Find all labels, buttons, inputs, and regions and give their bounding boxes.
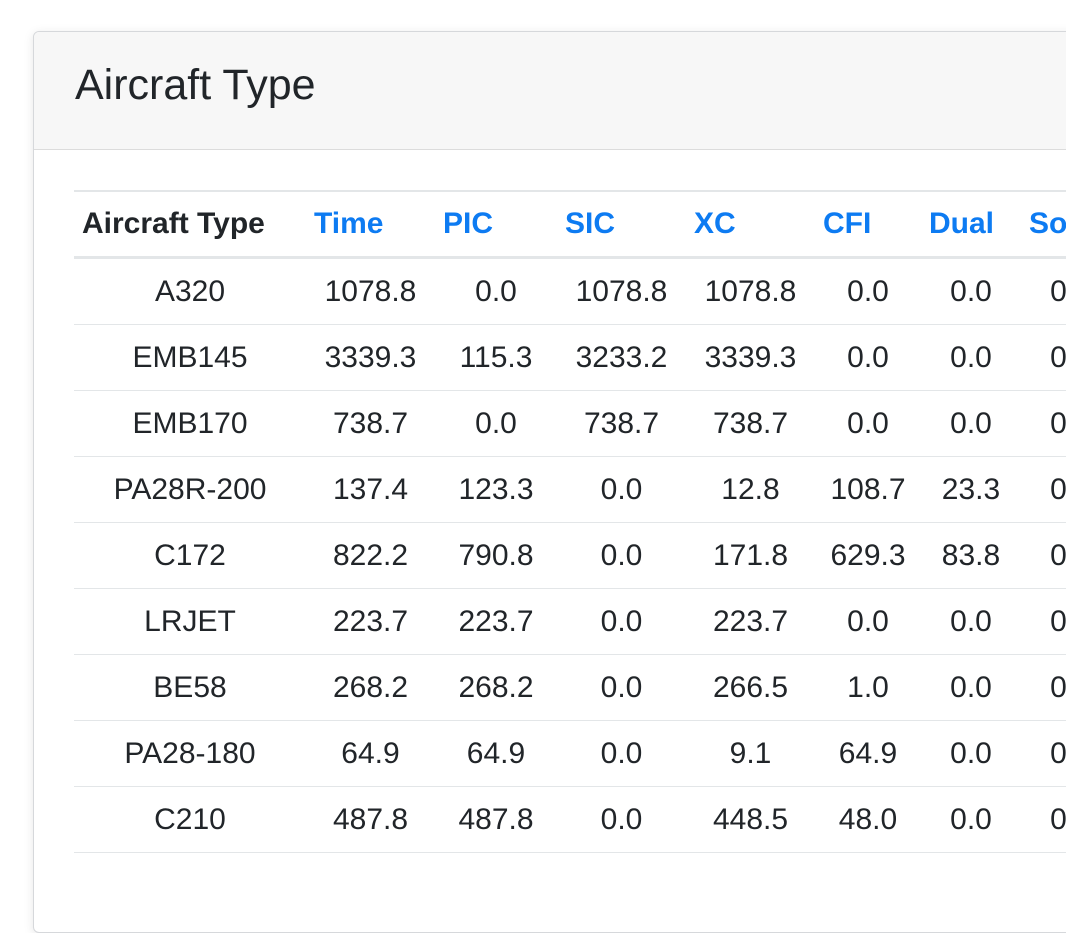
cell-pic: 223.7	[458, 604, 534, 638]
table-row: PA28R-200 137.4 123.3 0.0 12.8 108.7 23.3 0.0	[74, 457, 1066, 523]
cell-sic: 0.0	[600, 802, 643, 836]
cell-time: 223.7	[332, 604, 409, 638]
cell-sic: 1078.8	[575, 274, 668, 308]
cell-xc: 171.8	[712, 538, 789, 572]
cell-dual: 0.0	[950, 604, 992, 638]
table-row: C210 487.8 487.8 0.0 448.5 48.0 0.0 0.0	[74, 787, 1066, 853]
cell-aircraft-type: C210	[154, 802, 226, 836]
table-container: Aircraft Type Time PIC SIC XC CFI Dual S…	[74, 190, 1066, 853]
cell-dual: 0.0	[950, 274, 992, 308]
table-row: LRJET 223.7 223.7 0.0 223.7 0.0 0.0 0.0	[74, 589, 1066, 655]
cell-xc: 9.1	[729, 736, 772, 770]
cell-pic: 64.9	[466, 736, 526, 770]
cell-solo: 0.0	[1050, 406, 1066, 440]
cell-aircraft-type: PA28-180	[124, 736, 256, 770]
table-header: Aircraft Type Time PIC SIC XC CFI Dual S…	[74, 191, 1066, 258]
cell-xc: 1078.8	[704, 274, 797, 308]
column-header-pic[interactable]: PIC	[443, 207, 494, 240]
cell-solo: 0.0	[1050, 340, 1066, 374]
cell-dual: 23.3	[941, 472, 1001, 506]
cell-solo: 0.0	[1050, 736, 1066, 770]
cell-cfi: 1.0	[847, 670, 889, 704]
table-row: EMB170 738.7 0.0 738.7 738.7 0.0 0.0 0.0	[74, 391, 1066, 457]
panel-header: Aircraft Type	[34, 32, 1066, 150]
column-header-solo[interactable]: Solo	[1029, 207, 1066, 240]
cell-time: 1078.8	[324, 274, 417, 308]
cell-pic: 115.3	[459, 340, 533, 374]
cell-aircraft-type: PA28R-200	[113, 472, 267, 506]
cell-time: 137.4	[332, 472, 409, 506]
cell-sic: 0.0	[600, 538, 643, 572]
cell-xc: 3339.3	[704, 340, 797, 374]
column-header-aircraft-type: Aircraft Type	[82, 207, 265, 240]
table-row: PA28-180 64.9 64.9 0.0 9.1 64.9 0.0 0.0	[74, 721, 1066, 787]
cell-aircraft-type: BE58	[153, 670, 227, 704]
cell-pic: 268.2	[458, 670, 534, 704]
column-header-time[interactable]: Time	[314, 207, 384, 240]
cell-time: 487.8	[332, 802, 409, 836]
table-row: A320 1078.8 0.0 1078.8 1078.8 0.0 0.0 0.0	[74, 258, 1066, 325]
panel-title: Aircraft Type	[75, 61, 316, 109]
table-body: A3201078.80.01078.81078.80.00.00.0EMB145…	[74, 258, 1066, 853]
cell-solo: 0.0	[1050, 604, 1066, 638]
aircraft-type-panel: Aircraft Type Aircraft Type Time PIC SIC…	[33, 31, 1066, 933]
cell-time: 268.2	[332, 670, 409, 704]
cell-sic: 3233.2	[575, 340, 668, 374]
column-header-dual[interactable]: Dual	[929, 207, 995, 240]
header-row: Aircraft Type Time PIC SIC XC CFI Dual S…	[74, 191, 1066, 258]
cell-pic: 790.8	[458, 538, 534, 572]
cell-sic: 738.7	[583, 406, 660, 440]
cell-cfi: 629.3	[830, 538, 906, 572]
cell-time: 822.2	[332, 538, 409, 572]
cell-cfi: 108.7	[830, 472, 906, 506]
cell-aircraft-type: LRJET	[144, 604, 236, 638]
column-header-xc[interactable]: XC	[694, 207, 736, 240]
cell-pic: 487.8	[458, 802, 534, 836]
cell-dual: 0.0	[950, 670, 992, 704]
cell-sic: 0.0	[600, 736, 643, 770]
cell-sic: 0.0	[600, 670, 643, 704]
cell-cfi: 0.0	[847, 340, 889, 374]
cell-xc: 738.7	[712, 406, 789, 440]
cell-solo: 0.0	[1050, 274, 1066, 308]
cell-aircraft-type: C172	[154, 538, 226, 572]
cell-xc: 266.5	[712, 670, 789, 704]
cell-aircraft-type: A320	[154, 274, 226, 308]
cell-time: 64.9	[341, 736, 400, 770]
cell-cfi: 48.0	[838, 802, 898, 836]
cell-dual: 0.0	[950, 406, 992, 440]
cell-xc: 448.5	[712, 802, 789, 836]
cell-time: 3339.3	[324, 340, 417, 374]
cell-dual: 0.0	[950, 736, 992, 770]
cell-pic: 123.3	[458, 472, 534, 506]
aircraft-type-table: Aircraft Type Time PIC SIC XC CFI Dual S…	[74, 190, 1066, 853]
cell-xc: 223.7	[712, 604, 789, 638]
table-row: BE58 268.2 268.2 0.0 266.5 1.0 0.0 0.0	[74, 655, 1066, 721]
cell-time: 738.7	[332, 406, 409, 440]
table-row: EMB145 3339.3 115.3 3233.2 3339.3 0.0 0.0 0.0	[74, 325, 1066, 391]
cell-dual: 0.0	[950, 802, 992, 836]
cell-aircraft-type: EMB145	[132, 340, 248, 374]
cell-solo: 0.0	[1050, 802, 1066, 836]
column-header-cfi[interactable]: CFI	[823, 207, 872, 240]
column-header-sic[interactable]: SIC	[565, 207, 616, 240]
cell-solo: 0.0	[1050, 670, 1066, 704]
cell-dual: 83.8	[941, 538, 1001, 572]
cell-sic: 0.0	[600, 604, 643, 638]
cell-xc: 12.8	[721, 472, 780, 506]
cell-solo: 0.0	[1050, 538, 1066, 572]
cell-dual: 0.0	[950, 340, 992, 374]
cell-cfi: 0.0	[847, 406, 889, 440]
cell-aircraft-type: EMB170	[132, 406, 248, 440]
table-row: C172 822.2 790.8 0.0 171.8 629.3 83.8 0.0	[74, 523, 1066, 589]
cell-sic: 0.0	[600, 472, 643, 506]
cell-cfi: 0.0	[847, 604, 889, 638]
cell-pic: 0.0	[475, 406, 517, 440]
cell-solo: 0.0	[1050, 472, 1066, 506]
cell-cfi: 64.9	[838, 736, 898, 770]
cell-cfi: 0.0	[847, 274, 889, 308]
cell-pic: 0.0	[475, 274, 517, 308]
